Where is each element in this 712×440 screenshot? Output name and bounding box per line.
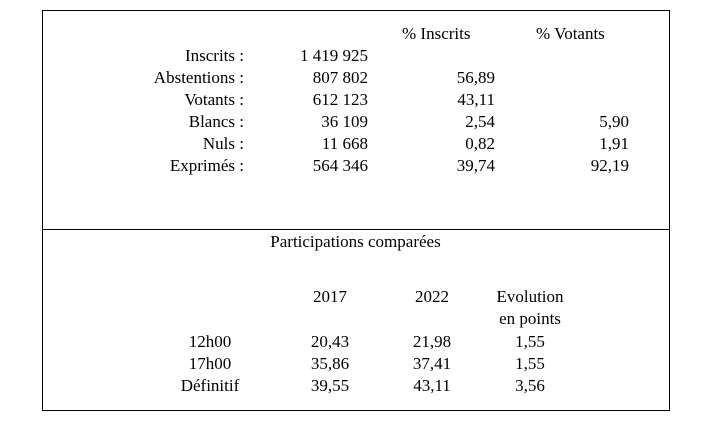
row-2017: 20,43	[310, 332, 350, 351]
row-pct-votants: 92,19	[590, 156, 629, 175]
row-pct-votants: 5,90	[599, 112, 629, 131]
header-2022: 2022	[415, 287, 449, 306]
header-evolution-line2: en points	[499, 309, 561, 328]
row-label: Votants :	[184, 90, 244, 109]
table-row: 17h00 35,86 37,41 1,55	[0, 354, 712, 374]
row-label: Blancs :	[188, 112, 244, 131]
header-2017: 2017	[313, 287, 347, 306]
row-count: 612 123	[312, 90, 368, 109]
table-row: Votants : 612 123 43,11	[0, 90, 712, 110]
row-2022: 37,41	[412, 354, 452, 373]
row-2017: 35,86	[310, 354, 350, 373]
table-row: Inscrits : 1 419 925	[0, 46, 712, 66]
row-count: 11 668	[321, 134, 368, 153]
table-row: Blancs : 36 109 2,54 5,90	[0, 112, 712, 132]
row-count: 807 802	[312, 68, 368, 87]
row-count: 564 346	[312, 156, 368, 175]
table-row: Définitif 39,55 43,11 3,56	[0, 376, 712, 396]
row-pct-inscrits: 39,74	[456, 156, 495, 175]
row-label: Inscrits :	[184, 46, 244, 65]
row-evolution: 1,55	[515, 354, 545, 373]
row-2022: 43,11	[413, 376, 451, 395]
participation-title: Participations comparées	[270, 232, 441, 251]
row-pct-inscrits: 56,89	[456, 68, 495, 87]
row-2017: 39,55	[310, 376, 350, 395]
table-frame	[42, 10, 670, 411]
row-evolution: 1,55	[515, 332, 545, 351]
row-2022: 21,98	[412, 332, 452, 351]
row-pct-votants: 1,91	[599, 134, 629, 153]
row-evolution: 3,56	[515, 376, 545, 395]
header-pct-votants: % Votants	[536, 24, 605, 43]
row-count: 36 109	[321, 112, 368, 131]
section-divider	[42, 229, 669, 230]
header-evolution-line1: Evolution	[496, 287, 564, 306]
row-label: Nuls :	[202, 134, 244, 153]
row-label: Abstentions :	[153, 68, 244, 87]
row-label: 12h00	[188, 332, 232, 351]
table-row: Abstentions : 807 802 56,89	[0, 68, 712, 88]
row-label: Définitif	[180, 376, 240, 395]
row-count: 1 419 925	[300, 46, 368, 65]
row-pct-inscrits: 43,11	[457, 90, 495, 109]
row-label: 17h00	[188, 354, 232, 373]
top-rule	[42, 10, 669, 11]
table-row: Nuls : 11 668 0,82 1,91	[0, 134, 712, 154]
row-pct-inscrits: 0,82	[465, 134, 495, 153]
header-pct-inscrits: % Inscrits	[402, 24, 471, 43]
table-row: 12h00 20,43 21,98 1,55	[0, 332, 712, 352]
row-pct-inscrits: 2,54	[465, 112, 495, 131]
table-row: Exprimés : 564 346 39,74 92,19	[0, 156, 712, 176]
row-label: Exprimés :	[169, 156, 244, 175]
